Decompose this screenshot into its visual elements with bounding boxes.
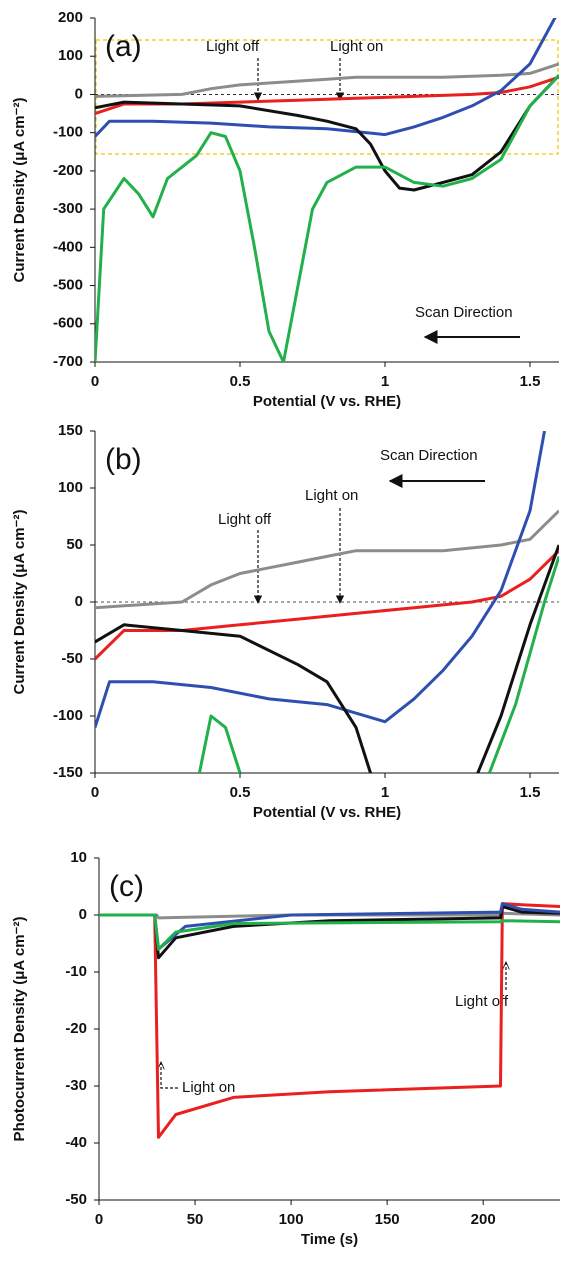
x-tick-label: 0.5	[230, 784, 251, 801]
y-tick-label: -20	[65, 1020, 87, 1037]
y-tick-label: 50	[66, 536, 83, 553]
x-axis-title: Potential (V vs. RHE)	[253, 393, 401, 410]
y-tick-label: 100	[58, 479, 83, 496]
series-line	[99, 902, 560, 1139]
series-line	[95, 549, 559, 661]
y-tick-label: 0	[75, 85, 83, 102]
annotation: Light on	[182, 1079, 235, 1096]
annotation: Light off	[218, 511, 272, 528]
x-tick-label: 1	[381, 373, 389, 390]
annotation: Scan Direction	[380, 447, 478, 464]
panel-label: (a)	[105, 30, 142, 63]
panel-label: (b)	[105, 443, 142, 476]
y-tick-label: -10	[65, 963, 87, 980]
y-tick-label: -700	[53, 353, 83, 370]
y-axis-title: Current Density (μA cm⁻²)	[11, 98, 28, 283]
y-tick-label: 100	[58, 47, 83, 64]
annotation: Light on	[330, 38, 383, 55]
series-line	[99, 913, 560, 951]
y-tick-label: -500	[53, 277, 83, 294]
y-tick-label: 200	[58, 9, 83, 26]
series-line	[95, 74, 559, 362]
x-tick-label: 50	[187, 1211, 204, 1228]
y-tick-label: -30	[65, 1077, 87, 1094]
y-tick-label: 150	[58, 422, 83, 439]
series-line	[197, 555, 559, 773]
x-tick-label: 0	[91, 373, 99, 390]
y-tick-label: -100	[53, 707, 83, 724]
annotation: Light off	[206, 38, 260, 55]
x-tick-label: 100	[279, 1211, 304, 1228]
series-line	[95, 18, 557, 138]
x-axis-title: Potential (V vs. RHE)	[253, 804, 401, 821]
y-tick-label: -400	[53, 238, 83, 255]
y-tick-label: -600	[53, 315, 83, 332]
annotation: Scan Direction	[415, 304, 513, 321]
annotation: Light off	[455, 993, 509, 1010]
x-tick-label: 0	[91, 784, 99, 801]
series-line	[95, 544, 559, 773]
y-tick-label: -50	[61, 650, 83, 667]
y-tick-label: 0	[75, 593, 83, 610]
y-tick-label: -100	[53, 124, 83, 141]
x-tick-label: 1	[381, 784, 389, 801]
series-line	[95, 431, 546, 728]
annotation-arrows	[161, 58, 520, 1089]
series-line	[95, 62, 559, 98]
annotation: Light on	[305, 487, 358, 504]
x-tick-label: 0	[95, 1211, 103, 1228]
y-tick-label: -150	[53, 764, 83, 781]
y-tick-label: -40	[65, 1134, 87, 1151]
panel-label: (c)	[109, 870, 144, 903]
y-axis-title: Photocurrent Density (μA cm⁻²)	[11, 917, 28, 1142]
y-tick-label: 0	[79, 906, 87, 923]
y-tick-label: -200	[53, 162, 83, 179]
series-line	[99, 902, 560, 951]
y-tick-label: 10	[70, 849, 87, 866]
x-tick-label: 150	[375, 1211, 400, 1228]
y-tick-label: -50	[65, 1191, 87, 1208]
series-line	[95, 74, 559, 192]
y-axis-title: Current Density (μA cm⁻²)	[11, 510, 28, 695]
x-tick-label: 1.5	[520, 784, 541, 801]
x-tick-label: 0.5	[230, 373, 251, 390]
x-tick-label: 1.5	[520, 373, 541, 390]
y-tick-label: -300	[53, 200, 83, 217]
x-tick-label: 200	[471, 1211, 496, 1228]
series-line	[95, 509, 559, 610]
x-axis-title: Time (s)	[301, 1231, 358, 1248]
